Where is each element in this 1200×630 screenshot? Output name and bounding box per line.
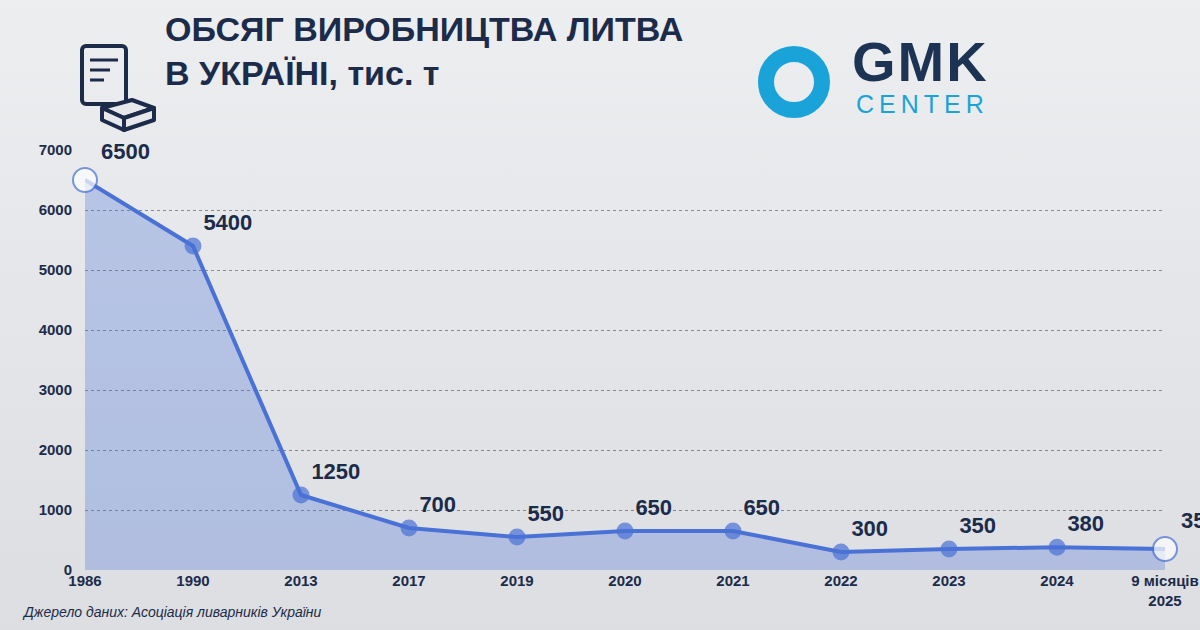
svg-text:9 місяців2025: 9 місяців2025 [1131,572,1198,609]
svg-text:ОБСЯГ ВИРОБНИЦТВА ЛИТВАВ УКРАЇ: ОБСЯГ ВИРОБНИЦТВА ЛИТВАВ УКРАЇНІ, тис. т [165,10,683,92]
html-text:CENTER: CENTER [856,90,989,118]
svg-text:2022: 2022 [824,572,857,589]
svg-text:1000: 1000 [39,501,72,518]
svg-text:300: 300 [851,516,888,541]
svg-text:0: 0 [64,561,72,578]
svg-text:2013: 2013 [284,572,317,589]
svg-text:2023: 2023 [932,572,965,589]
svg-text:3000: 3000 [39,381,72,398]
svg-text:2017: 2017 [392,572,425,589]
svg-text:650: 650 [635,495,672,520]
svg-text:650: 650 [743,495,780,520]
svg-text:Джерело даних: Асоціація ливар: Джерело даних: Асоціація ливарників Укра… [22,604,322,620]
svg-text:1986: 1986 [68,572,101,589]
svg-text:350: 350 [1181,508,1200,533]
svg-text:1990: 1990 [176,572,209,589]
svg-text:6000: 6000 [39,201,72,218]
svg-text:5000: 5000 [39,261,72,278]
svg-text:2020: 2020 [608,572,641,589]
svg-text:700: 700 [419,492,456,517]
svg-text:1250: 1250 [311,459,360,484]
html-text:GMK: GMK [852,30,989,93]
svg-text:5400: 5400 [203,210,252,235]
svg-text:2000: 2000 [39,441,72,458]
svg-text:550: 550 [527,501,564,526]
svg-text:7000: 7000 [39,141,72,158]
svg-text:350: 350 [959,513,996,538]
svg-text:2024: 2024 [1040,572,1074,589]
svg-text:2019: 2019 [500,572,533,589]
svg-text:380: 380 [1067,511,1104,536]
svg-text:4000: 4000 [39,321,72,338]
svg-text:6500: 6500 [101,139,150,164]
svg-text:2021: 2021 [716,572,749,589]
